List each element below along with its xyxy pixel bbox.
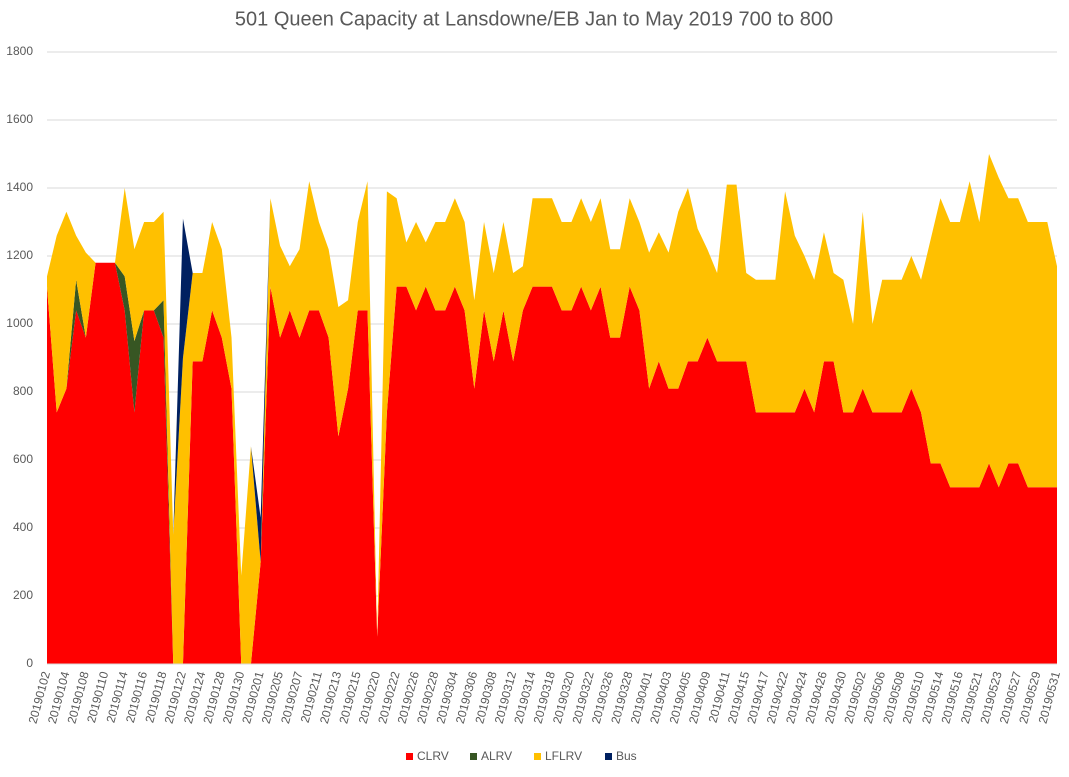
y-tick-label: 1200 — [6, 248, 33, 262]
y-tick-label: 1600 — [6, 112, 33, 126]
legend-label: Bus — [616, 749, 637, 763]
legend-label: LFLRV — [545, 749, 582, 763]
y-tick-label: 1800 — [6, 44, 33, 58]
area-clrv — [47, 262, 1057, 664]
legend-swatch — [605, 753, 612, 760]
chart-title: 501 Queen Capacity at Lansdowne/EB Jan t… — [235, 8, 833, 30]
y-tick-label: 600 — [13, 452, 33, 466]
area-lflrv — [47, 154, 1057, 664]
y-tick-label: 400 — [13, 520, 33, 534]
y-tick-label: 1000 — [6, 316, 33, 330]
y-tick-label: 200 — [13, 588, 33, 602]
legend-swatch — [406, 753, 413, 760]
y-tick-label: 1400 — [6, 180, 33, 194]
y-tick-label: 800 — [13, 384, 33, 398]
legend-swatch — [534, 753, 541, 760]
legend-label: ALRV — [481, 749, 512, 763]
legend-swatch — [470, 753, 477, 760]
legend-label: CLRV — [417, 749, 449, 763]
y-tick-label: 0 — [26, 656, 33, 670]
